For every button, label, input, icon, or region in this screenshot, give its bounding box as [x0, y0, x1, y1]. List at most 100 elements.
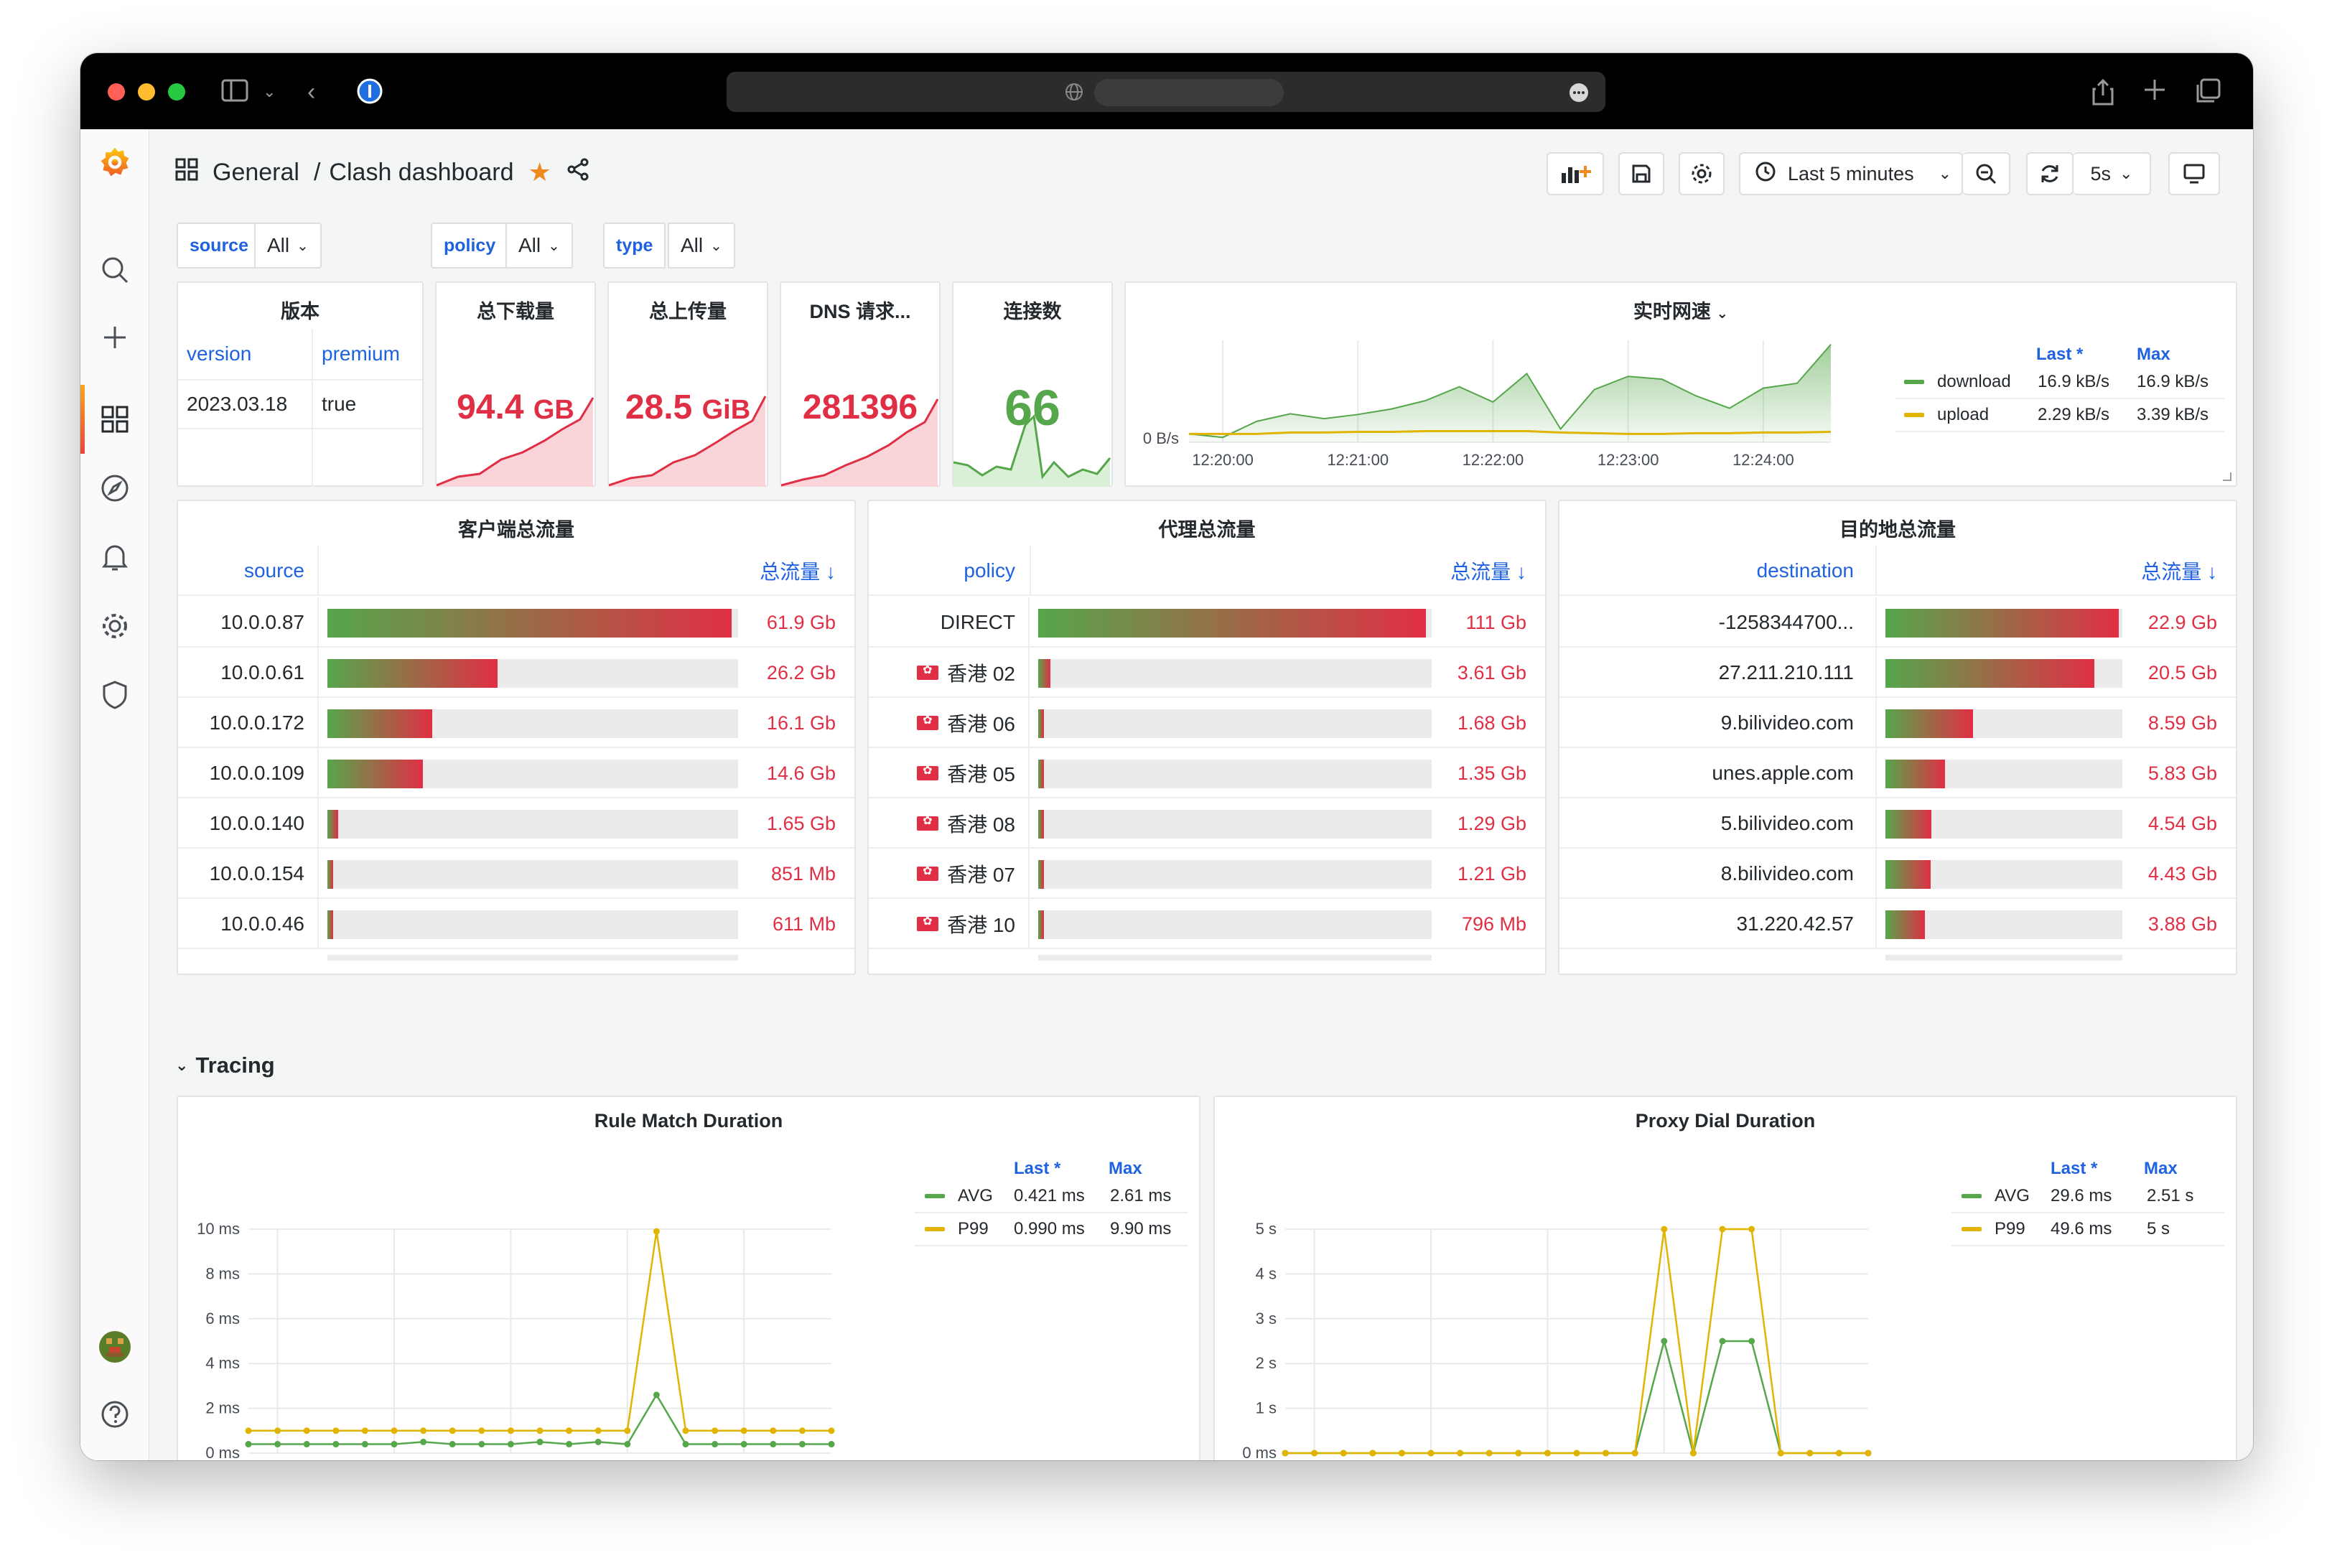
- chevron-down-icon[interactable]: ⌄: [263, 83, 276, 101]
- avg-data-point: [566, 1441, 573, 1448]
- avatar[interactable]: [98, 1330, 132, 1364]
- new-tab-icon[interactable]: [2142, 78, 2167, 108]
- variable-policy-select[interactable]: All ⌄: [505, 223, 573, 269]
- column-divider: [1028, 798, 1030, 849]
- panel-title[interactable]: 实时网速 ⌄: [1126, 296, 2236, 324]
- table-row[interactable]: 8.bilivideo.com 4.43 Gb: [1559, 849, 2236, 899]
- table-row[interactable]: 10.0.0.109 14.6 Gb: [178, 748, 854, 798]
- column-header-total[interactable]: 总流量 ↓: [760, 561, 836, 583]
- column-header-total[interactable]: 总流量 ↓: [1450, 561, 1526, 583]
- legend-last-header[interactable]: Last *: [1014, 1159, 1061, 1178]
- table-row[interactable]: 香港 08 1.29 Gb: [869, 798, 1545, 849]
- save-dashboard-button[interactable]: [1618, 152, 1664, 195]
- p99-data-point: [1282, 1450, 1289, 1457]
- clock-icon: [1755, 161, 1776, 187]
- column-header-policy[interactable]: policy: [964, 559, 1015, 582]
- zoom-out-button[interactable]: [1963, 152, 2010, 195]
- tracing-row-header[interactable]: ⌄ Tracing: [175, 1048, 275, 1083]
- more-icon[interactable]: [1568, 82, 1590, 107]
- refresh-interval-picker[interactable]: 5s ⌄: [2074, 152, 2151, 195]
- create-icon[interactable]: [98, 320, 132, 355]
- bar-gauge-track: [1038, 659, 1432, 688]
- alerting-bell-icon[interactable]: [98, 540, 132, 574]
- refresh-button[interactable]: [2026, 152, 2074, 195]
- table-row[interactable]: 27.211.210.111 20.5 Gb: [1559, 648, 2236, 698]
- legend-row-avg[interactable]: AVG 0.421 ms 2.61 ms: [915, 1180, 1188, 1213]
- table-row[interactable]: 10.0.0.46 611 Mb: [178, 899, 854, 949]
- table-row[interactable]: 香港 06 1.68 Gb: [869, 698, 1545, 748]
- table-row[interactable]: 10.0.0.61 26.2 Gb: [178, 648, 854, 698]
- url-text[interactable]: [1094, 79, 1284, 106]
- variable-source-select[interactable]: All ⌄: [254, 223, 322, 269]
- tab-overview-icon[interactable]: [2194, 78, 2221, 111]
- table-row[interactable]: DIRECT 111 Gb: [869, 597, 1545, 648]
- variable-type-select[interactable]: All ⌄: [668, 223, 735, 269]
- explore-icon[interactable]: [98, 471, 132, 505]
- table-row[interactable]: 10.0.0.140 1.65 Gb: [178, 798, 854, 849]
- password-manager-icon[interactable]: [356, 78, 383, 111]
- table-row[interactable]: 香港 05 1.35 Gb: [869, 748, 1545, 798]
- column-divider: [317, 748, 319, 798]
- legend-max-header[interactable]: Max: [2144, 1159, 2178, 1178]
- table-row[interactable]: unes.apple.com 5.83 Gb: [1559, 748, 2236, 798]
- breadcrumb-folder[interactable]: General: [213, 158, 299, 186]
- chevron-down-icon: ⌄: [710, 238, 722, 254]
- row-key-text: 10.0.0.87: [220, 611, 304, 633]
- legend-last-header[interactable]: Last *: [2036, 345, 2084, 364]
- x-tick-label: 12:23:00: [1598, 451, 1659, 469]
- bar-gauge-track: [1885, 609, 2122, 638]
- add-panel-button[interactable]: [1547, 152, 1604, 195]
- table-row[interactable]: 10.0.0.154 851 Mb: [178, 849, 854, 899]
- address-bar[interactable]: [727, 72, 1605, 112]
- table-row[interactable]: 香港 02 3.61 Gb: [869, 648, 1545, 698]
- dashboards-icon[interactable]: [98, 402, 132, 437]
- legend-max-header[interactable]: Max: [2137, 345, 2170, 364]
- table-row[interactable]: 香港 07 1.21 Gb: [869, 849, 1545, 899]
- y-tick-label: 10 ms: [197, 1220, 240, 1238]
- resize-handle-icon[interactable]: [2223, 472, 2231, 481]
- sidebar-toggle-icon[interactable]: [221, 78, 250, 110]
- back-icon[interactable]: ‹: [307, 78, 316, 106]
- dashboard-settings-button[interactable]: [1679, 152, 1725, 195]
- search-icon[interactable]: [98, 253, 132, 287]
- legend-name: AVG: [958, 1186, 993, 1205]
- row-key-text: 5.bilivideo.com: [1720, 812, 1854, 834]
- grafana-logo-icon[interactable]: [98, 145, 132, 179]
- table-row[interactable]: 10.0.0.172 16.1 Gb: [178, 698, 854, 748]
- column-header-source[interactable]: source: [243, 559, 304, 582]
- table-row[interactable]: -1258344700... 22.9 Gb: [1559, 597, 2236, 648]
- premium-column-header[interactable]: premium: [322, 342, 400, 365]
- table-row[interactable]: 香港 10 796 Mb: [869, 899, 1545, 949]
- maximize-window-button[interactable]: [168, 83, 185, 101]
- version-column-header[interactable]: version: [187, 342, 252, 365]
- table-row[interactable]: 10.0.0.87 61.9 Gb: [178, 597, 854, 648]
- favorite-star-icon[interactable]: ★: [528, 157, 551, 187]
- legend-last-header[interactable]: Last *: [2051, 1159, 2098, 1178]
- table-row[interactable]: 31.220.42.57 3.88 Gb: [1559, 899, 2236, 949]
- time-picker[interactable]: Last 5 minutes ⌄: [1739, 152, 1963, 195]
- legend-max-header[interactable]: Max: [1109, 1159, 1142, 1178]
- tv-mode-button[interactable]: [2168, 152, 2220, 195]
- legend-row-p99[interactable]: P99 49.6 ms 5 s: [1951, 1213, 2224, 1246]
- legend-row-download[interactable]: download 16.9 kB/s 16.9 kB/s: [1895, 366, 2224, 399]
- legend-name: P99: [958, 1219, 989, 1238]
- legend-row-p99[interactable]: P99 0.990 ms 9.90 ms: [915, 1213, 1188, 1246]
- table-row[interactable]: 5.bilivideo.com 4.54 Gb: [1559, 798, 2236, 849]
- row-key-text: 10.0.0.109: [209, 762, 304, 784]
- share-icon[interactable]: [2091, 78, 2115, 113]
- settings-gear-icon[interactable]: [98, 609, 132, 643]
- help-icon[interactable]: [98, 1397, 132, 1432]
- minimize-window-button[interactable]: [138, 83, 155, 101]
- legend-row-upload[interactable]: upload 2.29 kB/s 3.39 kB/s: [1895, 399, 2224, 432]
- column-header-destination[interactable]: destination: [1756, 559, 1854, 582]
- column-divider: [317, 798, 319, 849]
- share-dashboard-icon[interactable]: [566, 157, 590, 188]
- hong-kong-flag-icon: [917, 914, 939, 931]
- close-window-button[interactable]: [108, 83, 125, 101]
- column-header-total[interactable]: 总流量 ↓: [2141, 561, 2217, 583]
- table-row[interactable]: 9.bilivideo.com 8.59 Gb: [1559, 698, 2236, 748]
- row-value: 8.59 Gb: [2147, 711, 2217, 734]
- legend-row-avg[interactable]: AVG 29.6 ms 2.51 s: [1951, 1180, 2224, 1213]
- shield-icon[interactable]: [98, 678, 132, 712]
- dashboard-title[interactable]: Clash dashboard: [329, 158, 514, 186]
